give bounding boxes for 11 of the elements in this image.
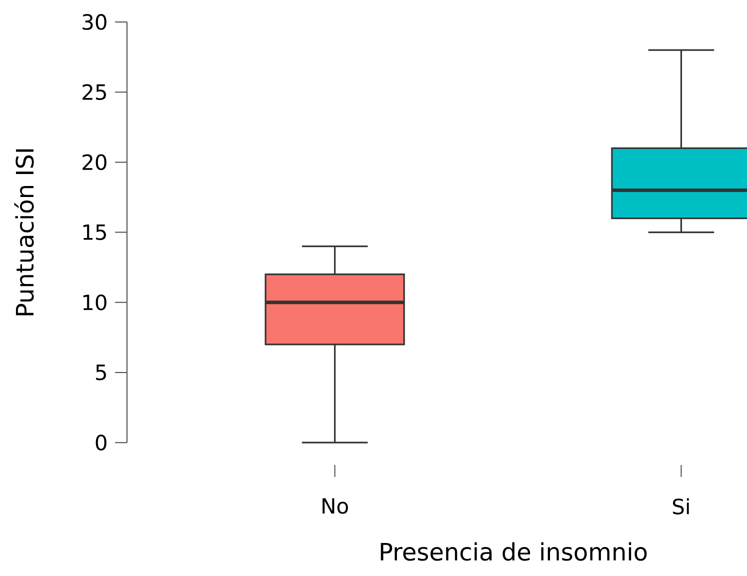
- y-tick-label: 5: [96, 364, 106, 380]
- x-axis-title: Presencia de insomnio: [380, 542, 647, 561]
- y-axis-title: Puntuación ISI: [14, 149, 34, 316]
- y-tick-label: 30: [82, 14, 106, 30]
- y-tick-label: 10: [83, 294, 106, 310]
- x-tick-label: Si: [672, 498, 689, 514]
- y-tick-label: 20: [82, 154, 106, 170]
- y-tick-label: 0: [96, 434, 106, 451]
- y-tick-label: 15: [83, 224, 106, 240]
- x-tick-label: No: [322, 498, 348, 514]
- y-tick-label: 25: [82, 84, 106, 100]
